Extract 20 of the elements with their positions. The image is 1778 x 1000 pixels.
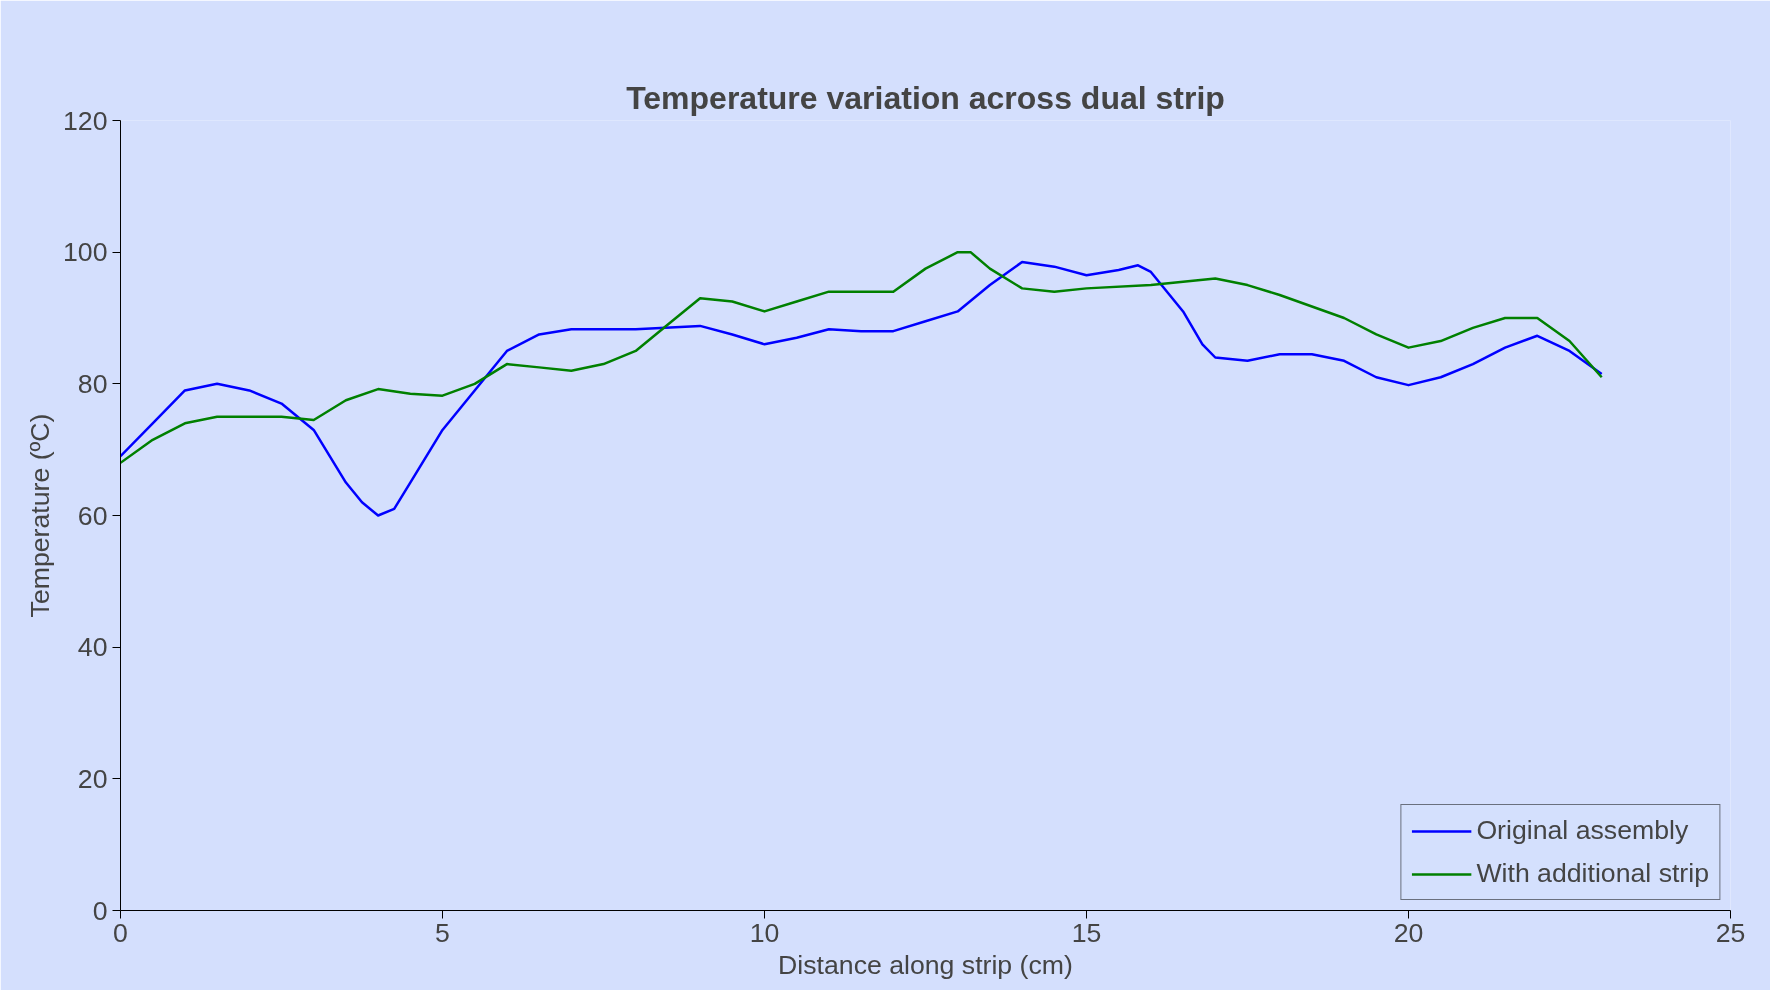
x-tick-label: 5 xyxy=(435,917,450,948)
x-tick-label: 20 xyxy=(1393,917,1424,948)
x-tick-label: 25 xyxy=(1715,917,1746,948)
y-tick-label: 40 xyxy=(77,632,108,663)
line-series xyxy=(120,260,1603,517)
y-tick-label: 0 xyxy=(92,895,108,926)
y-tick-label: 80 xyxy=(77,368,108,399)
y-tick-label: 20 xyxy=(77,763,108,794)
y-tick-label: 60 xyxy=(77,500,108,531)
y-tick-label: 120 xyxy=(63,105,108,136)
x-tick-label: 15 xyxy=(1071,917,1102,948)
legend-label: Original assembly xyxy=(1476,815,1689,846)
chart-title: Temperature variation across dual strip xyxy=(626,79,1225,116)
x-tick-label: 10 xyxy=(749,917,780,948)
x-tick-label: 0 xyxy=(113,917,128,948)
y-axis-title: Temperature (ºC) xyxy=(25,413,56,618)
line-series xyxy=(120,250,1603,465)
legend-label: With additional strip xyxy=(1476,858,1709,889)
x-axis-title: Distance along strip (cm) xyxy=(778,949,1073,980)
y-tick-label: 100 xyxy=(63,237,108,268)
